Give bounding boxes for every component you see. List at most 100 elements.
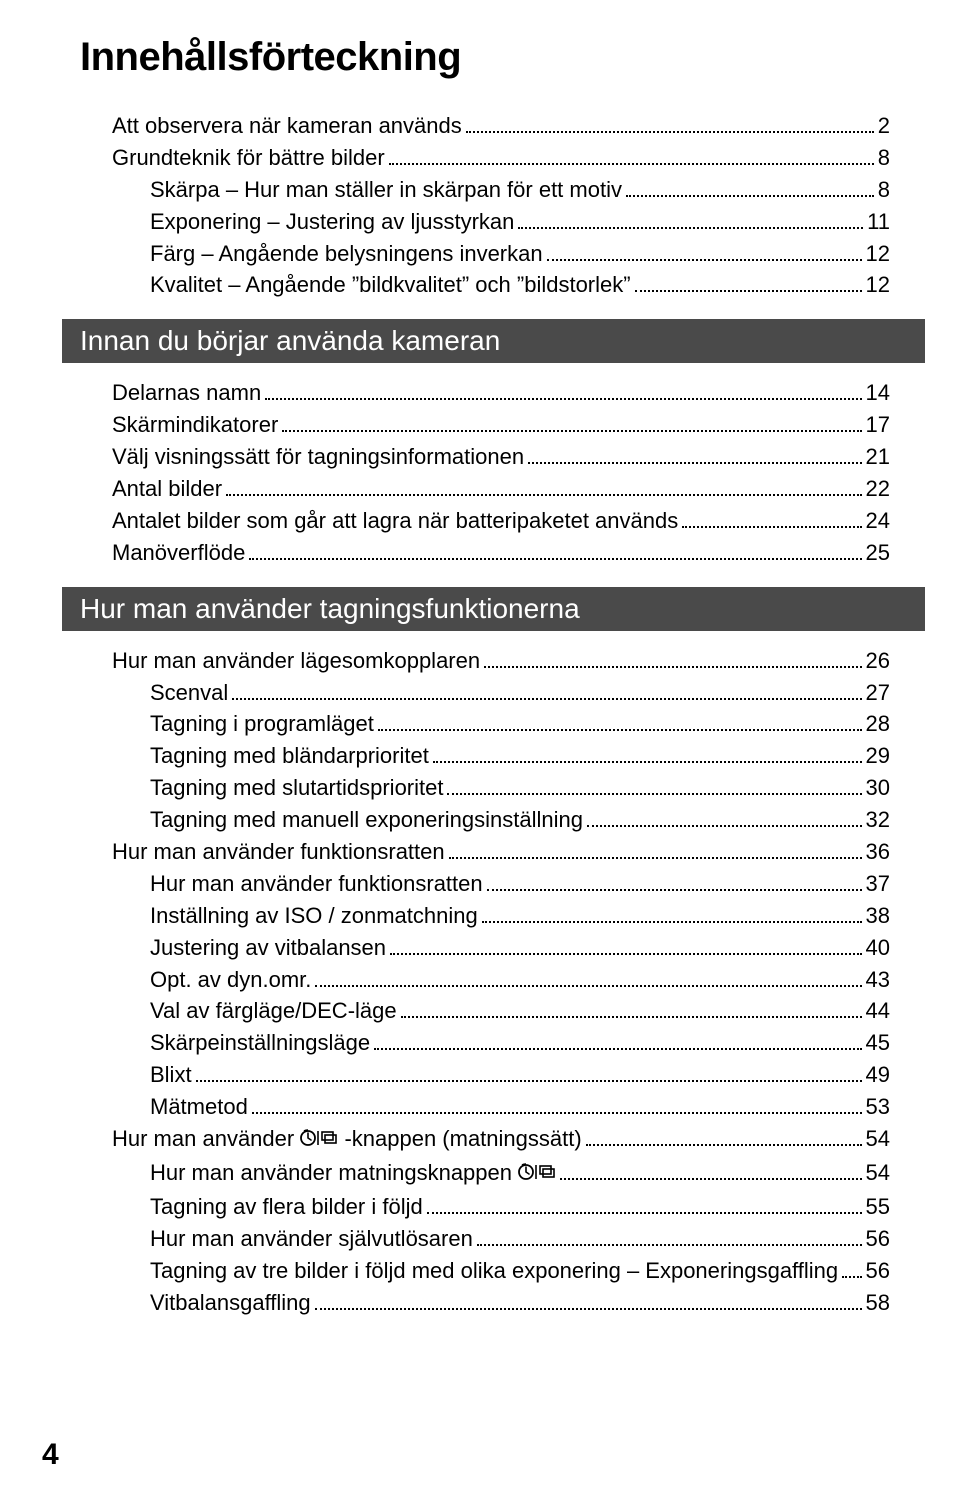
toc-entry-label: Hur man använder funktionsratten [150,868,483,900]
toc-entry-label: Hur man använder matningsknappen [150,1157,556,1191]
toc-entry-label: Tagning med slutartidsprioritet [150,772,443,804]
toc-entry-page: 26 [866,645,890,677]
toc-entry-page: 45 [866,1027,890,1059]
leader-dots [252,1112,862,1114]
leader-dots [374,1048,861,1050]
leader-dots [447,793,861,795]
toc-entry-page: 2 [878,110,890,142]
toc-entry: Att observera när kameran används2 [112,110,890,142]
leader-dots [482,921,862,923]
toc-entry-page: 56 [866,1255,890,1287]
toc-entry-page: 40 [866,932,890,964]
section-heading: Innan du börjar använda kameran [62,319,925,363]
page-number: 4 [42,1438,59,1472]
toc-entry: Hur man använder självutlösaren56 [112,1223,890,1255]
toc-entry-label: Mätmetod [150,1091,248,1123]
toc-entry-page: 38 [866,900,890,932]
drive-mode-icon [300,1125,338,1157]
toc-entry: Tagning av tre bilder i följd med olika … [112,1255,890,1287]
leader-dots [518,227,863,229]
leader-dots [547,259,862,261]
toc-entry-label: Välj visningssätt för tagningsinformatio… [112,441,524,473]
toc-entry: Justering av vitbalansen40 [112,932,890,964]
toc-entry: Mätmetod 53 [112,1091,890,1123]
toc-entry: Hur man använder funktionsratten 36 [112,836,890,868]
toc-entry: Hur man använder matningsknappen 54 [112,1157,890,1191]
leader-dots [477,1244,862,1246]
leader-dots [560,1178,861,1180]
toc-entry-label: Hur man använder funktionsratten [112,836,445,868]
toc-entry-label: Antal bilder [112,473,222,505]
toc-entry: Scenval 27 [112,677,890,709]
leader-dots [682,526,861,528]
toc-entry: Färg – Angående belysningens inverkan12 [112,238,890,270]
toc-entry-label: Scenval [150,677,228,709]
toc-entry: Hur man använder lägesomkopplaren 26 [112,645,890,677]
toc-entry-label: Hur man använder lägesomkopplaren [112,645,480,677]
toc-entry-page: 8 [878,142,890,174]
toc-entry: Blixt 49 [112,1059,890,1091]
toc-entry-label: Skärmindikatorer [112,409,278,441]
leader-dots [315,985,861,987]
leader-dots [315,1308,862,1310]
toc-entry-page: 21 [866,441,890,473]
toc-entry-page: 36 [866,836,890,868]
toc-entry: Tagning av flera bilder i följd55 [112,1191,890,1223]
leader-dots [433,761,862,763]
toc-entry-label: Skärpa – Hur man ställer in skärpan för … [150,174,622,206]
leader-dots [389,163,874,165]
toc-entry-page: 53 [866,1091,890,1123]
toc-entry-page: 27 [866,677,890,709]
toc-entry-label: Tagning i programläget [150,708,374,740]
toc-entry-label: Blixt [150,1059,192,1091]
toc-entry: Vitbalansgaffling58 [112,1287,890,1319]
leader-dots [528,462,861,464]
toc-entry-label: Färg – Angående belysningens inverkan [150,238,543,270]
toc-entry-label: Vitbalansgaffling [150,1287,311,1319]
leader-dots [232,698,861,700]
toc-entry: Opt. av dyn.omr. 43 [112,964,890,996]
toc-entry-page: 43 [866,964,890,996]
toc-entry-page: 11 [867,206,890,238]
toc-entry-label: Antalet bilder som går att lagra när bat… [112,505,678,537]
toc-entry-page: 14 [866,377,890,409]
toc-entry: Antalet bilder som går att lagra när bat… [112,505,890,537]
toc-entry-label: Tagning av tre bilder i följd med olika … [150,1255,838,1287]
toc-entry-label: Inställning av ISO / zonmatchning [150,900,478,932]
toc-entry-page: 12 [866,269,890,301]
leader-dots [378,729,862,731]
leader-dots [487,889,862,891]
toc-entry-label: Opt. av dyn.omr. [150,964,311,996]
toc-entry: Välj visningssätt för tagningsinformatio… [112,441,890,473]
toc-entry-page: 54 [866,1123,890,1155]
toc-entry-label: Skärpeinställningsläge [150,1027,370,1059]
toc-section: Innan du börjar använda kameranDelarnas … [80,319,890,568]
toc-entry-page: 37 [866,868,890,900]
toc-entry-page: 17 [866,409,890,441]
toc-entry: Inställning av ISO / zonmatchning 38 [112,900,890,932]
toc-entry: Tagning med slutartidsprioritet30 [112,772,890,804]
page-title: Innehållsförteckning [80,35,890,80]
leader-dots [586,1144,862,1146]
toc-entry: Tagning med bländarprioritet29 [112,740,890,772]
toc-entry-page: 49 [866,1059,890,1091]
toc-entry-page: 55 [866,1191,890,1223]
leader-dots [196,1080,862,1082]
toc-entry-page: 24 [866,505,890,537]
toc-entry-label: Hur man använder -knappen (matningssätt) [112,1123,582,1157]
leader-dots [449,857,862,859]
leader-dots [427,1212,862,1214]
toc-entry: Exponering – Justering av ljusstyrkan11 [112,206,890,238]
toc-entry: Tagning i programläget 28 [112,708,890,740]
leader-dots [265,398,861,400]
toc-entry-page: 54 [866,1157,890,1189]
toc-entry: Skärmindikatorer 17 [112,409,890,441]
toc-entry: Val av färgläge/DEC-läge44 [112,995,890,1027]
toc-entry-page: 28 [866,708,890,740]
leader-dots [249,558,861,560]
toc-entry-label: Tagning med bländarprioritet [150,740,429,772]
toc-entry: Hur man använder funktionsratten 37 [112,868,890,900]
leader-dots [484,666,861,668]
leader-dots [226,494,861,496]
toc-entry-page: 56 [866,1223,890,1255]
